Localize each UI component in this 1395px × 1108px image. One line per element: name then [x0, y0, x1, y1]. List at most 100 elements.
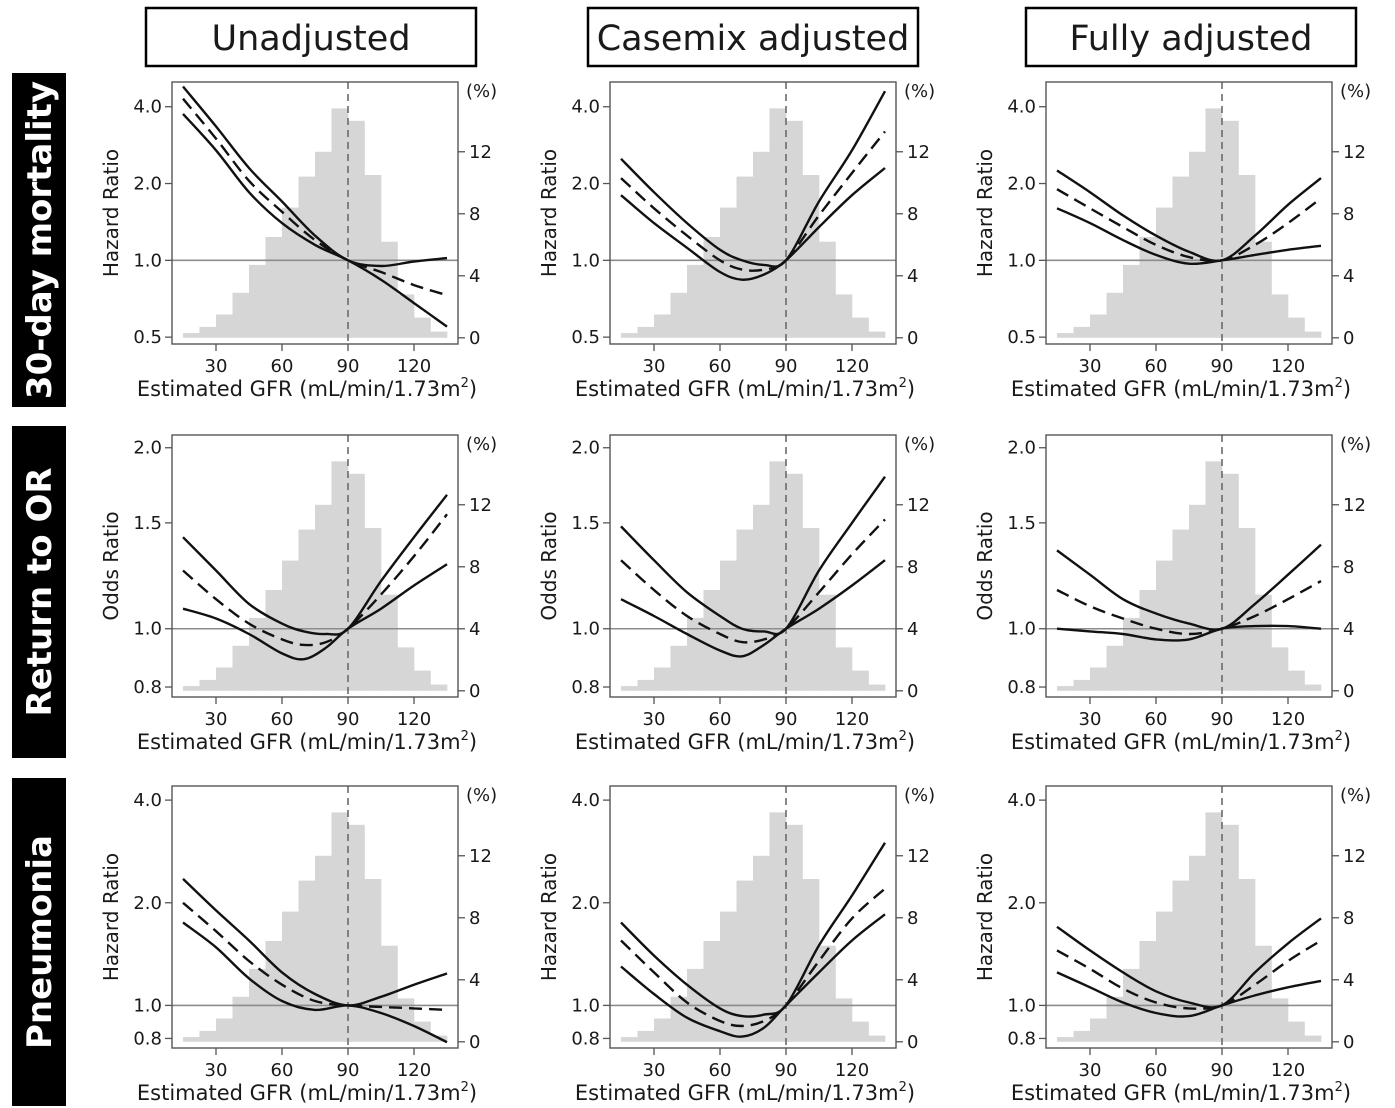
histogram-bar: [430, 331, 448, 338]
series-group: [620, 90, 887, 281]
histogram-bar: [1106, 292, 1124, 338]
xtick-label: 120: [835, 709, 869, 730]
histogram-bar: [1189, 151, 1206, 338]
histogram-bar: [216, 667, 233, 691]
ytick-label: 1.0: [1007, 619, 1036, 640]
histogram-bar: [298, 529, 316, 691]
histogram-bar: [232, 996, 250, 1042]
y2tick-label: 4: [907, 619, 918, 640]
y-axis-title: Odds Ratio: [99, 511, 123, 620]
histogram-bar: [1090, 314, 1107, 338]
histogram-bar: [1090, 667, 1107, 691]
ci-line-1: [620, 90, 887, 268]
histogram-bar: [802, 175, 820, 338]
ci-line-1: [1056, 169, 1322, 263]
y2tick-label: 8: [907, 204, 918, 225]
histogram-bar: [199, 326, 217, 338]
histogram-bar: [265, 941, 283, 1042]
histogram-bar: [397, 294, 415, 338]
series-group: [620, 476, 886, 658]
histogram-bar: [1304, 1035, 1322, 1042]
ytick-label: 0.8: [133, 677, 162, 698]
histogram-bar: [1189, 855, 1206, 1042]
ci-line-1: [620, 476, 886, 636]
plot-frame: [1045, 785, 1333, 1049]
y2tick-label: 8: [1343, 908, 1354, 929]
histogram-bar: [331, 461, 349, 691]
ci-line-1: [1056, 543, 1322, 631]
plot-frame: [609, 81, 897, 345]
histogram-bar: [736, 880, 754, 1042]
histogram-bar: [199, 679, 217, 691]
histogram-bar: [753, 855, 770, 1042]
y2tick-label: 12: [469, 495, 492, 516]
ytick-label: 0.8: [133, 1028, 162, 1049]
y2tick-label: 0: [469, 681, 480, 702]
histogram-bar: [232, 292, 250, 338]
histogram-bar: [786, 473, 803, 691]
histogram-bar: [1073, 679, 1091, 691]
ytick-label: 0.8: [1007, 1028, 1036, 1049]
xtick-label: 60: [709, 356, 732, 377]
xtick-label: 30: [643, 1060, 666, 1081]
histogram-bar: [654, 1018, 671, 1042]
y2tick-label: 12: [907, 846, 930, 867]
ytick-label: 1.5: [133, 513, 162, 534]
y2-axis-label: (%): [1340, 785, 1371, 806]
ci-line-1: [182, 85, 448, 268]
series-group: [1056, 543, 1322, 642]
histogram-bar: [1073, 326, 1091, 338]
ytick-label: 2.0: [571, 893, 600, 914]
histogram: [183, 812, 448, 1042]
histogram-bar: [183, 333, 200, 338]
y2tick-label: 12: [1343, 846, 1366, 867]
histogram-bar: [1139, 237, 1157, 338]
histogram-bar: [1205, 812, 1223, 1042]
histogram-bar: [1238, 879, 1256, 1042]
y2tick-label: 0: [907, 1032, 918, 1053]
y2tick-label: 8: [469, 908, 480, 929]
y2tick-label: 4: [469, 266, 480, 287]
row-labels: 30-day mortality Return to OR Pneumonia: [12, 73, 66, 1106]
histogram-bar: [1205, 108, 1223, 338]
plot-frame: [609, 785, 897, 1049]
y-axis-title: Hazard Ratio: [99, 149, 123, 277]
histogram-bar: [1156, 560, 1173, 691]
histogram-bar: [1271, 998, 1289, 1042]
histogram-bar: [397, 647, 415, 691]
histogram-bar: [232, 645, 250, 691]
ytick-label: 2.0: [571, 174, 600, 195]
y2tick-label: 4: [1343, 970, 1354, 991]
plot-frame: [609, 434, 897, 698]
ci-line-2: [182, 921, 448, 1044]
histogram-bar: [769, 461, 787, 691]
histogram-bar: [703, 237, 721, 338]
ci-line-2: [182, 113, 448, 328]
histogram-bar: [621, 686, 638, 691]
histogram: [183, 108, 448, 338]
xtick-label: 90: [337, 1060, 360, 1081]
xtick-label: 120: [835, 356, 869, 377]
col-header-unadjusted: Unadjusted: [211, 19, 410, 59]
y2-axis-label: (%): [904, 785, 935, 806]
xtick-label: 60: [271, 356, 294, 377]
x-axis-title: Estimated GFR (mL/min/1.73m2): [575, 729, 915, 754]
series-group: [182, 85, 448, 328]
chart-panel-2-0: 0.8 1.0 2.0 4.0 0 4 8 12 (%) 30 60 90 120 Hazard Rati…: [99, 785, 497, 1105]
ytick-label: 1.0: [133, 250, 162, 271]
histogram-bar: [637, 1030, 655, 1042]
histogram-bar: [381, 594, 398, 691]
histogram-bar: [1288, 317, 1305, 338]
xtick-label: 120: [1271, 709, 1305, 730]
histogram-bar: [249, 264, 266, 338]
chart-panel-2-1: 0.8 1.0 2.0 4.0 0 4 8 12 (%) 30 60 90 120 Hazard Rati…: [537, 785, 935, 1105]
histogram-bar: [720, 911, 737, 1042]
xtick-label: 120: [1271, 1060, 1305, 1081]
histogram: [1057, 812, 1322, 1042]
col-header-fully-adjusted: Fully adjusted: [1070, 19, 1313, 59]
y2-axis-label: (%): [466, 434, 497, 455]
ytick-label: 1.0: [571, 995, 600, 1016]
histogram-bar: [1172, 529, 1190, 691]
histogram-bar: [1205, 461, 1223, 691]
